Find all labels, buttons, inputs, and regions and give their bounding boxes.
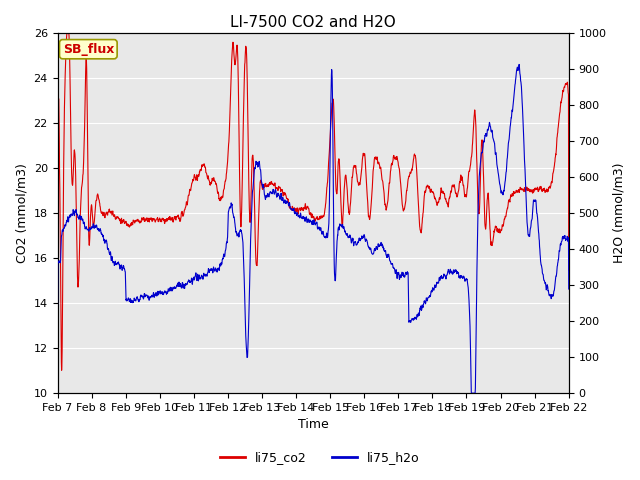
Legend: li75_co2, li75_h2o: li75_co2, li75_h2o xyxy=(215,446,425,469)
Y-axis label: CO2 (mmol/m3): CO2 (mmol/m3) xyxy=(15,163,28,263)
Text: SB_flux: SB_flux xyxy=(63,43,114,56)
X-axis label: Time: Time xyxy=(298,419,328,432)
Y-axis label: H2O (mmol/m3): H2O (mmol/m3) xyxy=(612,163,625,263)
Title: LI-7500 CO2 and H2O: LI-7500 CO2 and H2O xyxy=(230,15,396,30)
